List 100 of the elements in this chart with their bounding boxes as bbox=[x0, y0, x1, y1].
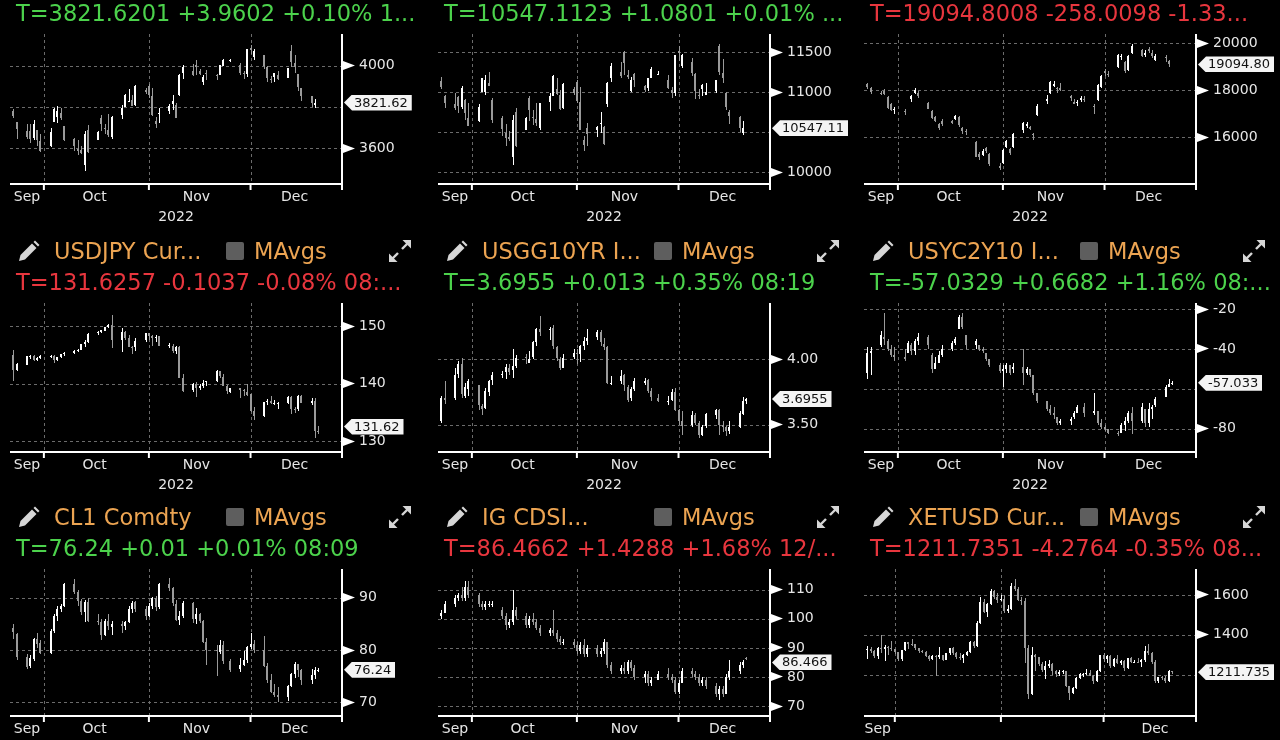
chart-title: IG CDSI... bbox=[482, 503, 589, 532]
x-tick-label: Sep bbox=[441, 188, 469, 205]
candlestick bbox=[1093, 104, 1095, 114]
candlestick bbox=[128, 89, 130, 102]
text: 10547.11 bbox=[772, 120, 849, 137]
text: 3821.62 bbox=[344, 94, 412, 111]
candlestick bbox=[698, 89, 700, 99]
x-tick-label: Oct bbox=[82, 188, 108, 205]
x-tick-label: Dec bbox=[281, 720, 309, 737]
candlestick bbox=[532, 110, 534, 125]
y-tick-label: 3600 bbox=[359, 138, 395, 155]
candlestick bbox=[890, 641, 892, 651]
chart-title: USDJPY Cur... bbox=[54, 237, 202, 266]
candlestick bbox=[880, 635, 882, 653]
candlestick bbox=[444, 381, 446, 404]
chart-subtitle: T=-57.0329 +0.6682 +1.16% 08:... bbox=[870, 269, 1271, 295]
y-tick-label: 10000 bbox=[787, 162, 832, 179]
x-tick-label: Oct bbox=[82, 720, 108, 737]
chart-title: XETUSD Cur... bbox=[908, 503, 1066, 532]
candlestick bbox=[525, 354, 527, 364]
chart-subtitle: T=86.4662 +1.4288 +1.68% 12/... bbox=[444, 535, 837, 561]
x-tick-label: Nov bbox=[1036, 456, 1064, 473]
candlestick bbox=[870, 347, 872, 375]
text: MAvgs bbox=[1108, 503, 1181, 532]
x-tick-label: Sep bbox=[441, 720, 469, 737]
x-tick-label: Dec bbox=[281, 188, 309, 205]
chart-subtitle: T=3821.6201 +3.9602 +0.10% 1... bbox=[16, 0, 416, 26]
y-tick-label: 3.50 bbox=[787, 415, 819, 432]
text: 86.466 bbox=[772, 654, 832, 671]
x-tick-label: Oct bbox=[510, 188, 536, 205]
text: MAvgs bbox=[682, 503, 755, 532]
candlestick bbox=[104, 124, 106, 134]
x-tick-label: Sep bbox=[864, 720, 891, 737]
x-tick-label: Oct bbox=[936, 456, 962, 473]
candlestick bbox=[935, 655, 937, 676]
text: 1211.735 bbox=[1198, 664, 1275, 681]
x-tick-label: Nov bbox=[1036, 188, 1064, 205]
y-tick-label: 90 bbox=[787, 638, 805, 655]
x-tick-label: Dec bbox=[1135, 456, 1163, 473]
candlestick bbox=[205, 70, 207, 80]
y-tick-label: 16000 bbox=[1213, 128, 1258, 145]
y-tick-label: 11500 bbox=[787, 42, 832, 59]
y-tick-label: 4.00 bbox=[787, 349, 819, 366]
text: 19094.80 bbox=[1198, 56, 1275, 73]
candlestick bbox=[866, 646, 868, 659]
candlestick bbox=[216, 645, 218, 676]
y-tick-label: 100 bbox=[787, 609, 814, 626]
y-tick-label: 90 bbox=[359, 588, 377, 605]
x-tick-label: Dec bbox=[1141, 720, 1169, 737]
chart-title: USYC2Y10 I... bbox=[908, 237, 1059, 266]
chart-subtitle: T=3.6955 +0.013 +0.35% 08:19 bbox=[444, 269, 816, 295]
x-tick-label: Nov bbox=[182, 720, 210, 737]
chart-subtitle: T=19094.8008 -258.0098 -1.33... bbox=[870, 0, 1249, 26]
y-tick-label: 150 bbox=[359, 316, 386, 333]
candlestick bbox=[158, 108, 160, 123]
chart-subtitle: T=131.6257 -0.1037 -0.08% 08:... bbox=[16, 269, 402, 295]
y-tick-label: 140 bbox=[359, 374, 386, 391]
y-tick-label: -40 bbox=[1213, 339, 1236, 356]
x-axis-title: 2022 bbox=[586, 476, 622, 493]
x-tick-label: Sep bbox=[13, 720, 41, 737]
x-axis-title: 2022 bbox=[158, 208, 194, 225]
candlestick bbox=[549, 327, 551, 340]
text: 76.24 bbox=[344, 661, 396, 678]
text: MAvgs bbox=[254, 237, 327, 266]
x-axis-title: 2022 bbox=[158, 476, 194, 493]
x-tick-label: Oct bbox=[82, 456, 108, 473]
y-tick-label: 4000 bbox=[359, 56, 395, 73]
y-tick-label: 80 bbox=[359, 640, 377, 657]
text: MAvgs bbox=[254, 503, 327, 532]
x-tick-label: Sep bbox=[13, 456, 41, 473]
x-tick-label: Nov bbox=[610, 188, 638, 205]
y-tick-label: 110 bbox=[787, 580, 814, 597]
y-tick-label: -20 bbox=[1213, 299, 1236, 316]
x-tick-label: Dec bbox=[709, 456, 737, 473]
y-tick-label: 70 bbox=[359, 693, 377, 710]
x-tick-label: Sep bbox=[441, 456, 469, 473]
chart-title: USGG10YR I... bbox=[482, 237, 641, 266]
y-tick-label: 20000 bbox=[1213, 33, 1258, 50]
x-tick-label: Dec bbox=[709, 720, 737, 737]
x-tick-label: Nov bbox=[182, 188, 210, 205]
x-tick-label: Nov bbox=[610, 720, 638, 737]
x-tick-label: Nov bbox=[610, 456, 638, 473]
y-tick-label: 11000 bbox=[787, 82, 832, 99]
y-tick-label: 1400 bbox=[1213, 625, 1249, 642]
text: 3.6955 bbox=[772, 391, 832, 407]
x-tick-label: Sep bbox=[13, 188, 41, 205]
chart-title: CL1 Comdty bbox=[54, 503, 192, 532]
chart-subtitle: T=1211.7351 -4.2764 -0.35% 08... bbox=[870, 535, 1263, 561]
y-tick-label: 70 bbox=[787, 696, 805, 713]
x-tick-label: Dec bbox=[709, 188, 737, 205]
x-tick-label: Nov bbox=[182, 456, 210, 473]
x-axis-title: 2022 bbox=[1012, 476, 1048, 493]
x-axis-title: 2022 bbox=[586, 208, 622, 225]
x-tick-label: Sep bbox=[867, 456, 895, 473]
x-tick-label: Oct bbox=[936, 188, 962, 205]
x-axis-title: 2022 bbox=[1012, 208, 1048, 225]
text: MAvgs bbox=[1108, 237, 1181, 266]
y-tick-label: -80 bbox=[1213, 419, 1236, 436]
x-tick-label: Sep bbox=[867, 188, 895, 205]
text: MAvgs bbox=[682, 237, 755, 266]
